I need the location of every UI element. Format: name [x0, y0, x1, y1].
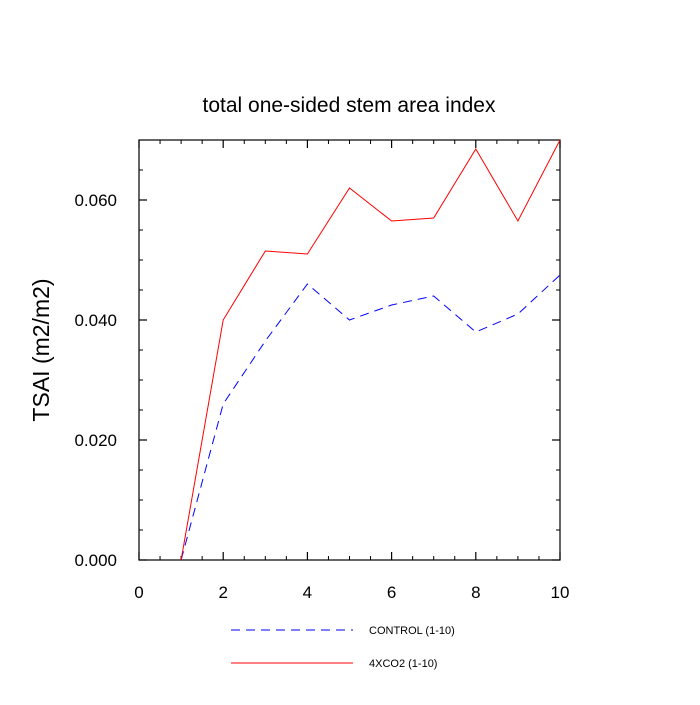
- y-tick-label: 0.040: [74, 311, 117, 330]
- legend-label: CONTROL (1-10): [369, 625, 455, 637]
- y-tick-label: 0.060: [74, 191, 117, 210]
- series-line-control: [180, 274, 561, 561]
- chart-title: total one-sided stem area index: [202, 94, 496, 117]
- y-tick-label: 0.000: [74, 551, 117, 570]
- legend-label: 4XCO2 (1-10): [369, 658, 437, 670]
- x-tick-label: 8: [471, 583, 480, 602]
- x-tick-label: 10: [551, 583, 570, 602]
- x-tick-label: 0: [134, 583, 143, 602]
- plot-area: 0 2 4 6 8 10 0.000 0.020 0.040 0.060: [74, 139, 570, 602]
- series-line-4xco2: [180, 139, 561, 561]
- legend: CONTROL (1-10) 4XCO2 (1-10): [231, 625, 455, 670]
- plot-frame: [138, 139, 561, 561]
- x-tick-label: 4: [303, 583, 312, 602]
- y-axis-label: TSAI (m2/m2): [28, 278, 54, 421]
- x-tick-label: 6: [387, 583, 396, 602]
- y-tick-label: 0.020: [74, 431, 117, 450]
- x-tick-label: 2: [218, 583, 227, 602]
